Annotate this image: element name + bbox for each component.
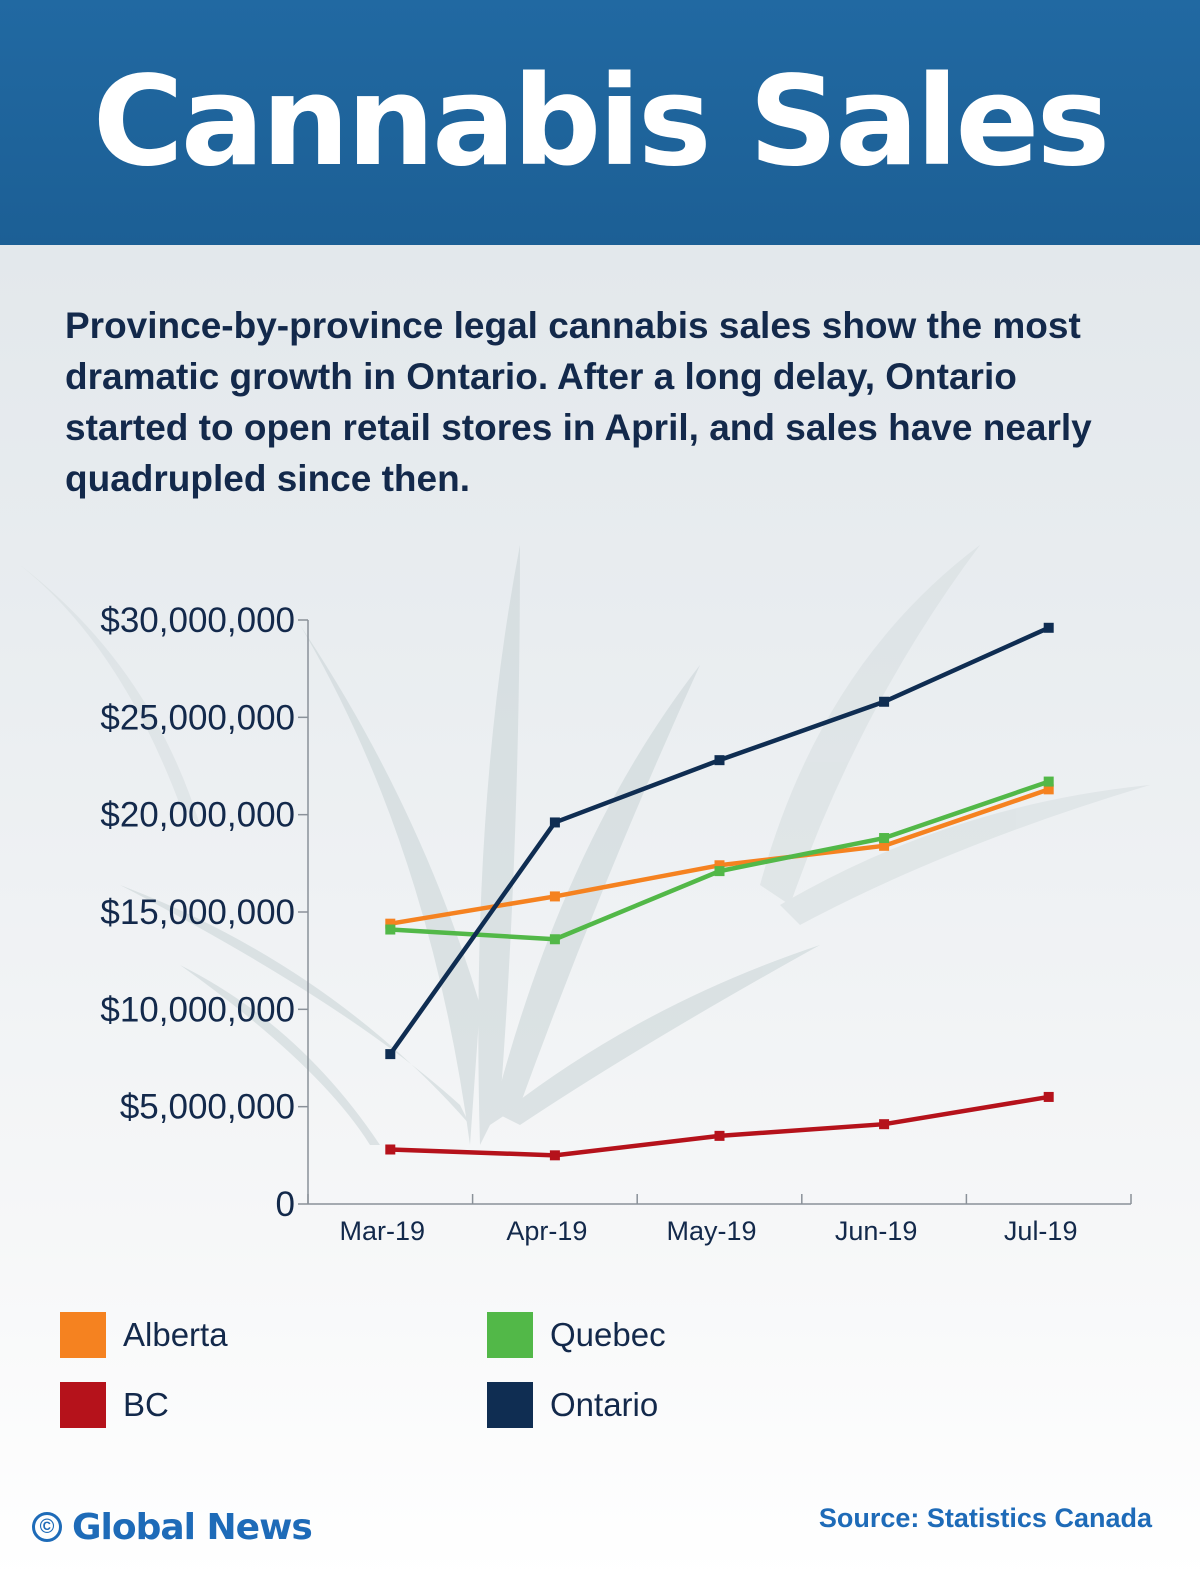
data-point-quebec <box>714 866 725 877</box>
global-news-logo: © Global News <box>32 1502 313 1552</box>
source-credit: Source: Statistics Canada <box>818 1503 1152 1533</box>
data-point-ontario <box>1043 622 1054 633</box>
x-tick-label: May-19 <box>666 1216 756 1246</box>
copyright-icon: © <box>32 1512 62 1542</box>
line-chart: 0 $5,000,000 $10,000,000 $15,000,000 $20,000… <box>100 601 1132 1246</box>
series-line-ontario <box>388 625 1050 1056</box>
data-point-bc <box>1043 1091 1054 1102</box>
y-tick-label: $25,000,000 <box>100 698 295 737</box>
data-point-ontario <box>549 817 560 828</box>
data-point-ontario <box>385 1049 396 1060</box>
page-title: Cannabis Sales <box>92 50 1111 194</box>
y-tick-label: $10,000,000 <box>100 990 295 1029</box>
x-tick-label: Jul-19 <box>1004 1216 1078 1246</box>
header-banner: Cannabis Sales <box>0 0 1200 245</box>
data-point-bc <box>385 1144 396 1155</box>
data-point-alberta <box>1043 784 1054 795</box>
data-point-alberta <box>385 918 396 929</box>
chart-description: Province-by-province legal cannabis sale… <box>65 305 1092 499</box>
y-tick-label: $15,000,000 <box>100 893 295 932</box>
data-point-alberta <box>879 840 890 851</box>
leaf-background-image <box>20 545 1150 1145</box>
data-point-alberta <box>549 891 560 902</box>
data-point-bc <box>714 1130 725 1141</box>
series-line-bc <box>390 1094 1050 1158</box>
data-point-quebec <box>1043 776 1054 787</box>
x-tick-label: Mar-19 <box>340 1216 426 1246</box>
x-tick-label: Jun-19 <box>835 1216 918 1246</box>
y-tick-label: $5,000,000 <box>120 1088 295 1127</box>
data-point-bc <box>879 1119 890 1130</box>
data-point-ontario <box>879 696 890 707</box>
y-tick-label: 0 <box>276 1185 295 1224</box>
data-point-alberta <box>714 860 725 871</box>
brand-name: Global News <box>72 1506 313 1548</box>
data-point-ontario <box>714 755 725 766</box>
series-line-alberta <box>389 787 1050 926</box>
data-point-quebec <box>879 833 890 844</box>
data-point-quebec <box>385 924 396 935</box>
data-point-bc <box>549 1150 560 1161</box>
data-point-quebec <box>549 934 560 945</box>
y-tick-label: $20,000,000 <box>100 796 295 835</box>
x-tick-label: Apr-19 <box>506 1216 587 1246</box>
y-tick-label: $30,000,000 <box>100 601 295 640</box>
